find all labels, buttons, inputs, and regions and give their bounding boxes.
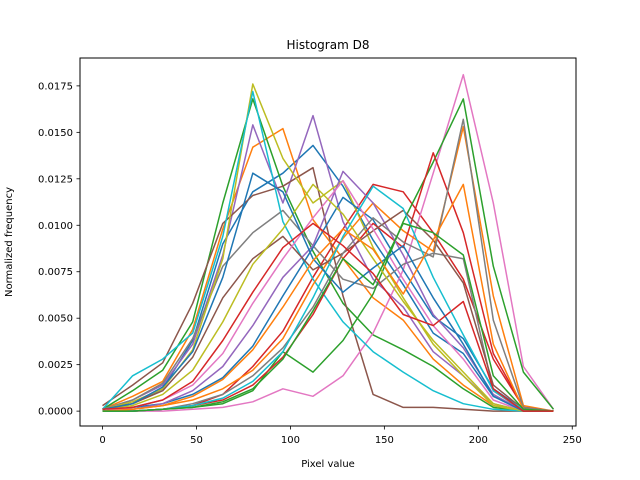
series-line-19: [102, 183, 554, 412]
series-line-16: [102, 209, 554, 412]
series-line-7: [102, 73, 555, 412]
series-line-21: [102, 172, 554, 412]
chart-title: Histogram D8: [287, 38, 370, 52]
x-tick-label: 50: [190, 435, 203, 446]
x-tick-label: 200: [469, 435, 488, 446]
y-tick-label: 0.0125: [38, 174, 73, 185]
series-line-24: [102, 222, 554, 412]
y-tick-label: 0.0075: [38, 267, 73, 278]
y-tick-label: 0.0025: [38, 360, 73, 371]
series-line-20: [102, 185, 554, 412]
y-axis-title: Normalized frequency: [4, 187, 15, 297]
plot-area: [101, 73, 555, 412]
x-axis-title: Pixel value: [301, 459, 355, 470]
y-tick-label: 0.0175: [38, 81, 73, 92]
x-tick-label: 150: [375, 435, 394, 446]
x-axis: 0 50 100 150 200 250: [99, 426, 582, 446]
x-tick-label: 100: [281, 435, 300, 446]
x-tick-label: 250: [563, 435, 582, 446]
axes-frame: [79, 57, 577, 427]
y-tick-label: 0.0000: [38, 407, 73, 418]
series-line-22: [102, 183, 554, 412]
series-line-18: [102, 118, 554, 412]
y-tick-label: 0.0150: [38, 128, 73, 139]
series-line-23: [102, 222, 554, 412]
y-tick-label: 0.0100: [38, 221, 73, 232]
series-layer: [101, 73, 555, 412]
y-axis: 0.0000 0.0025 0.0050 0.0075 0.0100 0.0125 0.01…: [38, 81, 80, 418]
x-tick-label: 0: [99, 435, 105, 446]
series-line-2: [102, 127, 554, 412]
y-tick-label: 0.0050: [38, 314, 73, 325]
series-line-6: [102, 166, 554, 412]
series-line-10: [101, 90, 554, 412]
